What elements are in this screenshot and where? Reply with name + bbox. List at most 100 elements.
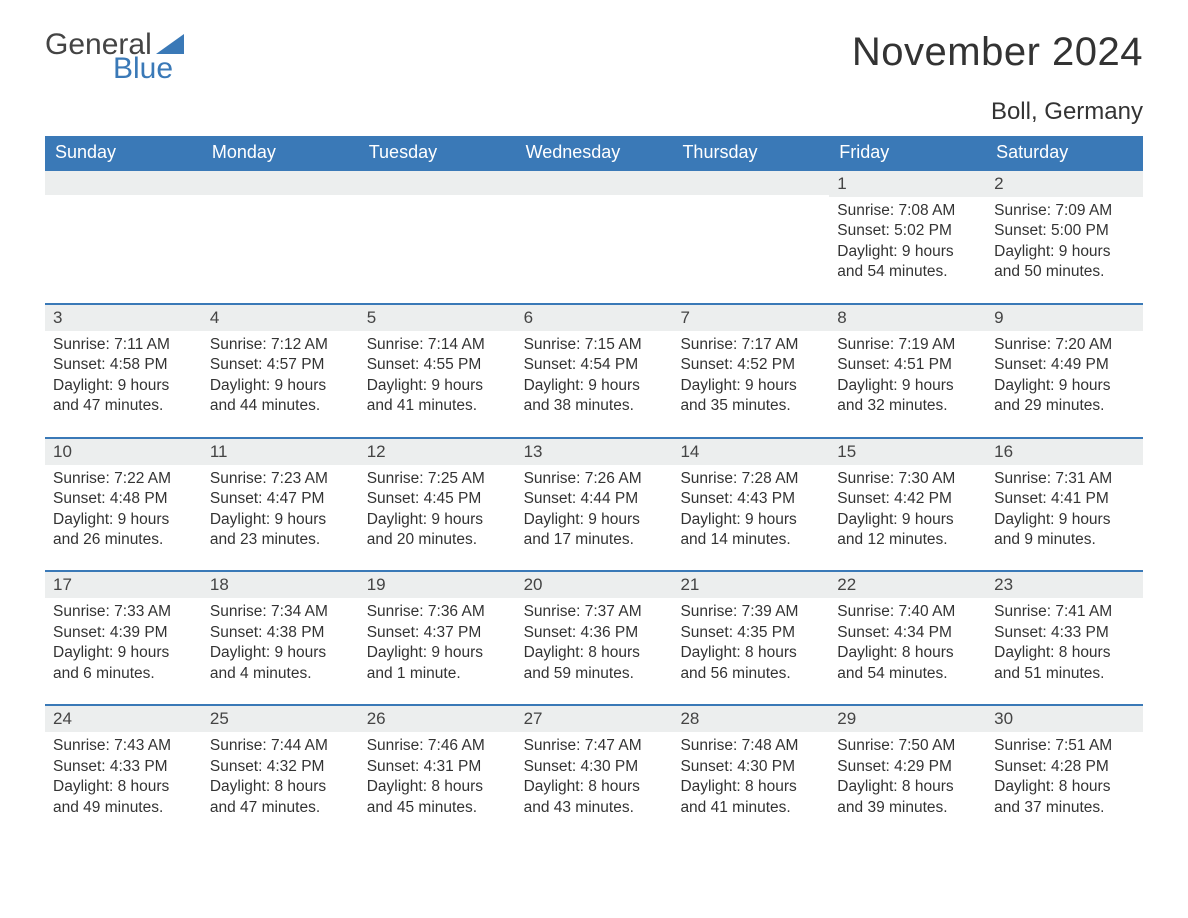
day-cell: 11Sunrise: 7:23 AMSunset: 4:47 PMDayligh… <box>202 437 359 553</box>
calendar: SundayMondayTuesdayWednesdayThursdayFrid… <box>45 136 1143 820</box>
sunrise-line: Sunrise: 7:28 AM <box>680 469 821 489</box>
day-info: Sunrise: 7:28 AMSunset: 4:43 PMDaylight:… <box>672 465 829 553</box>
day-info: Sunrise: 7:51 AMSunset: 4:28 PMDaylight:… <box>986 732 1143 820</box>
day-info: Sunrise: 7:34 AMSunset: 4:38 PMDaylight:… <box>202 598 359 686</box>
day-number: 29 <box>829 704 986 732</box>
daylight-line: Daylight: 9 hours and 9 minutes. <box>994 510 1135 551</box>
daylight-line: Daylight: 9 hours and 20 minutes. <box>367 510 508 551</box>
logo-text-blue: Blue <box>113 54 184 84</box>
day-number <box>202 169 359 195</box>
day-number: 3 <box>45 303 202 331</box>
day-cell <box>672 169 829 285</box>
sunset-line: Sunset: 4:44 PM <box>524 489 665 509</box>
day-info: Sunrise: 7:48 AMSunset: 4:30 PMDaylight:… <box>672 732 829 820</box>
daylight-line: Daylight: 9 hours and 35 minutes. <box>680 376 821 417</box>
day-number: 9 <box>986 303 1143 331</box>
day-cell: 6Sunrise: 7:15 AMSunset: 4:54 PMDaylight… <box>516 303 673 419</box>
day-cell: 24Sunrise: 7:43 AMSunset: 4:33 PMDayligh… <box>45 704 202 820</box>
day-number: 5 <box>359 303 516 331</box>
day-cell: 19Sunrise: 7:36 AMSunset: 4:37 PMDayligh… <box>359 570 516 686</box>
day-number <box>359 169 516 195</box>
day-info: Sunrise: 7:36 AMSunset: 4:37 PMDaylight:… <box>359 598 516 686</box>
sunset-line: Sunset: 4:30 PM <box>680 757 821 777</box>
sunset-line: Sunset: 4:45 PM <box>367 489 508 509</box>
day-info: Sunrise: 7:17 AMSunset: 4:52 PMDaylight:… <box>672 331 829 419</box>
day-number: 11 <box>202 437 359 465</box>
sunset-line: Sunset: 4:54 PM <box>524 355 665 375</box>
day-cell: 9Sunrise: 7:20 AMSunset: 4:49 PMDaylight… <box>986 303 1143 419</box>
daylight-line: Daylight: 9 hours and 23 minutes. <box>210 510 351 551</box>
day-number: 14 <box>672 437 829 465</box>
dow-cell: Thursday <box>672 136 829 169</box>
day-cell: 15Sunrise: 7:30 AMSunset: 4:42 PMDayligh… <box>829 437 986 553</box>
daylight-line: Daylight: 8 hours and 56 minutes. <box>680 643 821 684</box>
sunrise-line: Sunrise: 7:23 AM <box>210 469 351 489</box>
sunrise-line: Sunrise: 7:19 AM <box>837 335 978 355</box>
day-number: 12 <box>359 437 516 465</box>
calendar-week: 10Sunrise: 7:22 AMSunset: 4:48 PMDayligh… <box>45 437 1143 553</box>
dow-cell: Tuesday <box>359 136 516 169</box>
sunset-line: Sunset: 4:41 PM <box>994 489 1135 509</box>
day-cell: 3Sunrise: 7:11 AMSunset: 4:58 PMDaylight… <box>45 303 202 419</box>
day-number: 26 <box>359 704 516 732</box>
day-number: 20 <box>516 570 673 598</box>
day-info: Sunrise: 7:08 AMSunset: 5:02 PMDaylight:… <box>829 197 986 285</box>
calendar-week: 24Sunrise: 7:43 AMSunset: 4:33 PMDayligh… <box>45 704 1143 820</box>
day-number: 10 <box>45 437 202 465</box>
day-info: Sunrise: 7:15 AMSunset: 4:54 PMDaylight:… <box>516 331 673 419</box>
sunset-line: Sunset: 4:58 PM <box>53 355 194 375</box>
day-number <box>516 169 673 195</box>
day-info: Sunrise: 7:46 AMSunset: 4:31 PMDaylight:… <box>359 732 516 820</box>
day-number: 24 <box>45 704 202 732</box>
day-info: Sunrise: 7:43 AMSunset: 4:33 PMDaylight:… <box>45 732 202 820</box>
day-info: Sunrise: 7:37 AMSunset: 4:36 PMDaylight:… <box>516 598 673 686</box>
day-number: 25 <box>202 704 359 732</box>
daylight-line: Daylight: 9 hours and 26 minutes. <box>53 510 194 551</box>
sunset-line: Sunset: 4:28 PM <box>994 757 1135 777</box>
day-cell: 23Sunrise: 7:41 AMSunset: 4:33 PMDayligh… <box>986 570 1143 686</box>
day-cell: 8Sunrise: 7:19 AMSunset: 4:51 PMDaylight… <box>829 303 986 419</box>
dow-cell: Wednesday <box>516 136 673 169</box>
day-number: 6 <box>516 303 673 331</box>
day-cell <box>202 169 359 285</box>
day-cell: 29Sunrise: 7:50 AMSunset: 4:29 PMDayligh… <box>829 704 986 820</box>
calendar-week: 3Sunrise: 7:11 AMSunset: 4:58 PMDaylight… <box>45 303 1143 419</box>
sunrise-line: Sunrise: 7:44 AM <box>210 736 351 756</box>
sunset-line: Sunset: 4:34 PM <box>837 623 978 643</box>
sunrise-line: Sunrise: 7:30 AM <box>837 469 978 489</box>
sunset-line: Sunset: 4:31 PM <box>367 757 508 777</box>
calendar-week: 17Sunrise: 7:33 AMSunset: 4:39 PMDayligh… <box>45 570 1143 686</box>
day-cell <box>359 169 516 285</box>
day-info: Sunrise: 7:31 AMSunset: 4:41 PMDaylight:… <box>986 465 1143 553</box>
daylight-line: Daylight: 8 hours and 37 minutes. <box>994 777 1135 818</box>
title-block: November 2024 <box>852 30 1143 75</box>
sunset-line: Sunset: 4:37 PM <box>367 623 508 643</box>
logo: General Blue <box>45 30 184 84</box>
daylight-line: Daylight: 8 hours and 54 minutes. <box>837 643 978 684</box>
daylight-line: Daylight: 9 hours and 54 minutes. <box>837 242 978 283</box>
calendar-week: 1Sunrise: 7:08 AMSunset: 5:02 PMDaylight… <box>45 169 1143 285</box>
day-cell: 14Sunrise: 7:28 AMSunset: 4:43 PMDayligh… <box>672 437 829 553</box>
sunrise-line: Sunrise: 7:47 AM <box>524 736 665 756</box>
day-number: 7 <box>672 303 829 331</box>
sunrise-line: Sunrise: 7:37 AM <box>524 602 665 622</box>
daylight-line: Daylight: 9 hours and 14 minutes. <box>680 510 821 551</box>
daylight-line: Daylight: 9 hours and 44 minutes. <box>210 376 351 417</box>
daylight-line: Daylight: 9 hours and 41 minutes. <box>367 376 508 417</box>
day-cell: 22Sunrise: 7:40 AMSunset: 4:34 PMDayligh… <box>829 570 986 686</box>
sunrise-line: Sunrise: 7:15 AM <box>524 335 665 355</box>
daylight-line: Daylight: 9 hours and 12 minutes. <box>837 510 978 551</box>
sunrise-line: Sunrise: 7:48 AM <box>680 736 821 756</box>
day-cell: 17Sunrise: 7:33 AMSunset: 4:39 PMDayligh… <box>45 570 202 686</box>
sunset-line: Sunset: 4:57 PM <box>210 355 351 375</box>
sunset-line: Sunset: 4:29 PM <box>837 757 978 777</box>
daylight-line: Daylight: 9 hours and 6 minutes. <box>53 643 194 684</box>
day-number: 27 <box>516 704 673 732</box>
sunrise-line: Sunrise: 7:12 AM <box>210 335 351 355</box>
day-number <box>672 169 829 195</box>
day-cell: 7Sunrise: 7:17 AMSunset: 4:52 PMDaylight… <box>672 303 829 419</box>
day-cell: 16Sunrise: 7:31 AMSunset: 4:41 PMDayligh… <box>986 437 1143 553</box>
sunset-line: Sunset: 4:38 PM <box>210 623 351 643</box>
sunrise-line: Sunrise: 7:34 AM <box>210 602 351 622</box>
sunset-line: Sunset: 4:30 PM <box>524 757 665 777</box>
